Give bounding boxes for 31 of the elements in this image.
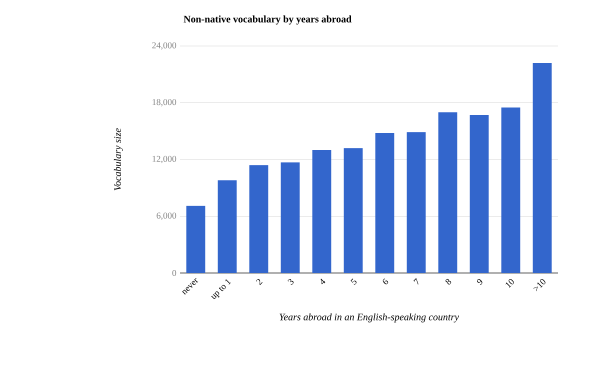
x-tick-label: 4: [320, 278, 326, 284]
y-tick-label: 12,000: [152, 156, 176, 164]
x-tick-label: 2: [256, 279, 263, 286]
x-tick-label: 8: [446, 278, 452, 285]
bar: [312, 150, 332, 273]
y-tick-label: 0: [172, 270, 176, 276]
y-axis-title: Vocabulary size: [114, 128, 123, 190]
bar: [218, 180, 237, 273]
x-tick-label: >10: [533, 279, 546, 292]
bar: [438, 112, 458, 273]
y-tick-label: 18,000: [152, 99, 176, 106]
chart-title: Non-native vocabulary by years abroad: [184, 15, 352, 25]
x-tick-label: 10: [506, 279, 514, 288]
x-tick-label: up to 1: [211, 279, 232, 299]
bar: [406, 132, 426, 273]
x-axis-title: Years abroad in an English-speaking country: [280, 313, 459, 322]
x-tick-label: 7: [414, 278, 418, 285]
bar: [249, 165, 268, 273]
x-tick-label: 9: [476, 279, 482, 285]
x-tick-label: 3: [288, 278, 294, 285]
bar: [344, 148, 363, 273]
y-tick-label: 24,000: [152, 42, 176, 50]
bar: [186, 206, 206, 273]
y-tick-label: 6,000: [156, 212, 176, 220]
bar: [501, 107, 520, 273]
x-tick-label: 5: [350, 278, 357, 285]
bar: [280, 162, 300, 273]
bar: [532, 63, 552, 273]
bar: [470, 115, 489, 273]
bar: [375, 133, 394, 273]
x-tick-label: 6: [382, 278, 388, 284]
